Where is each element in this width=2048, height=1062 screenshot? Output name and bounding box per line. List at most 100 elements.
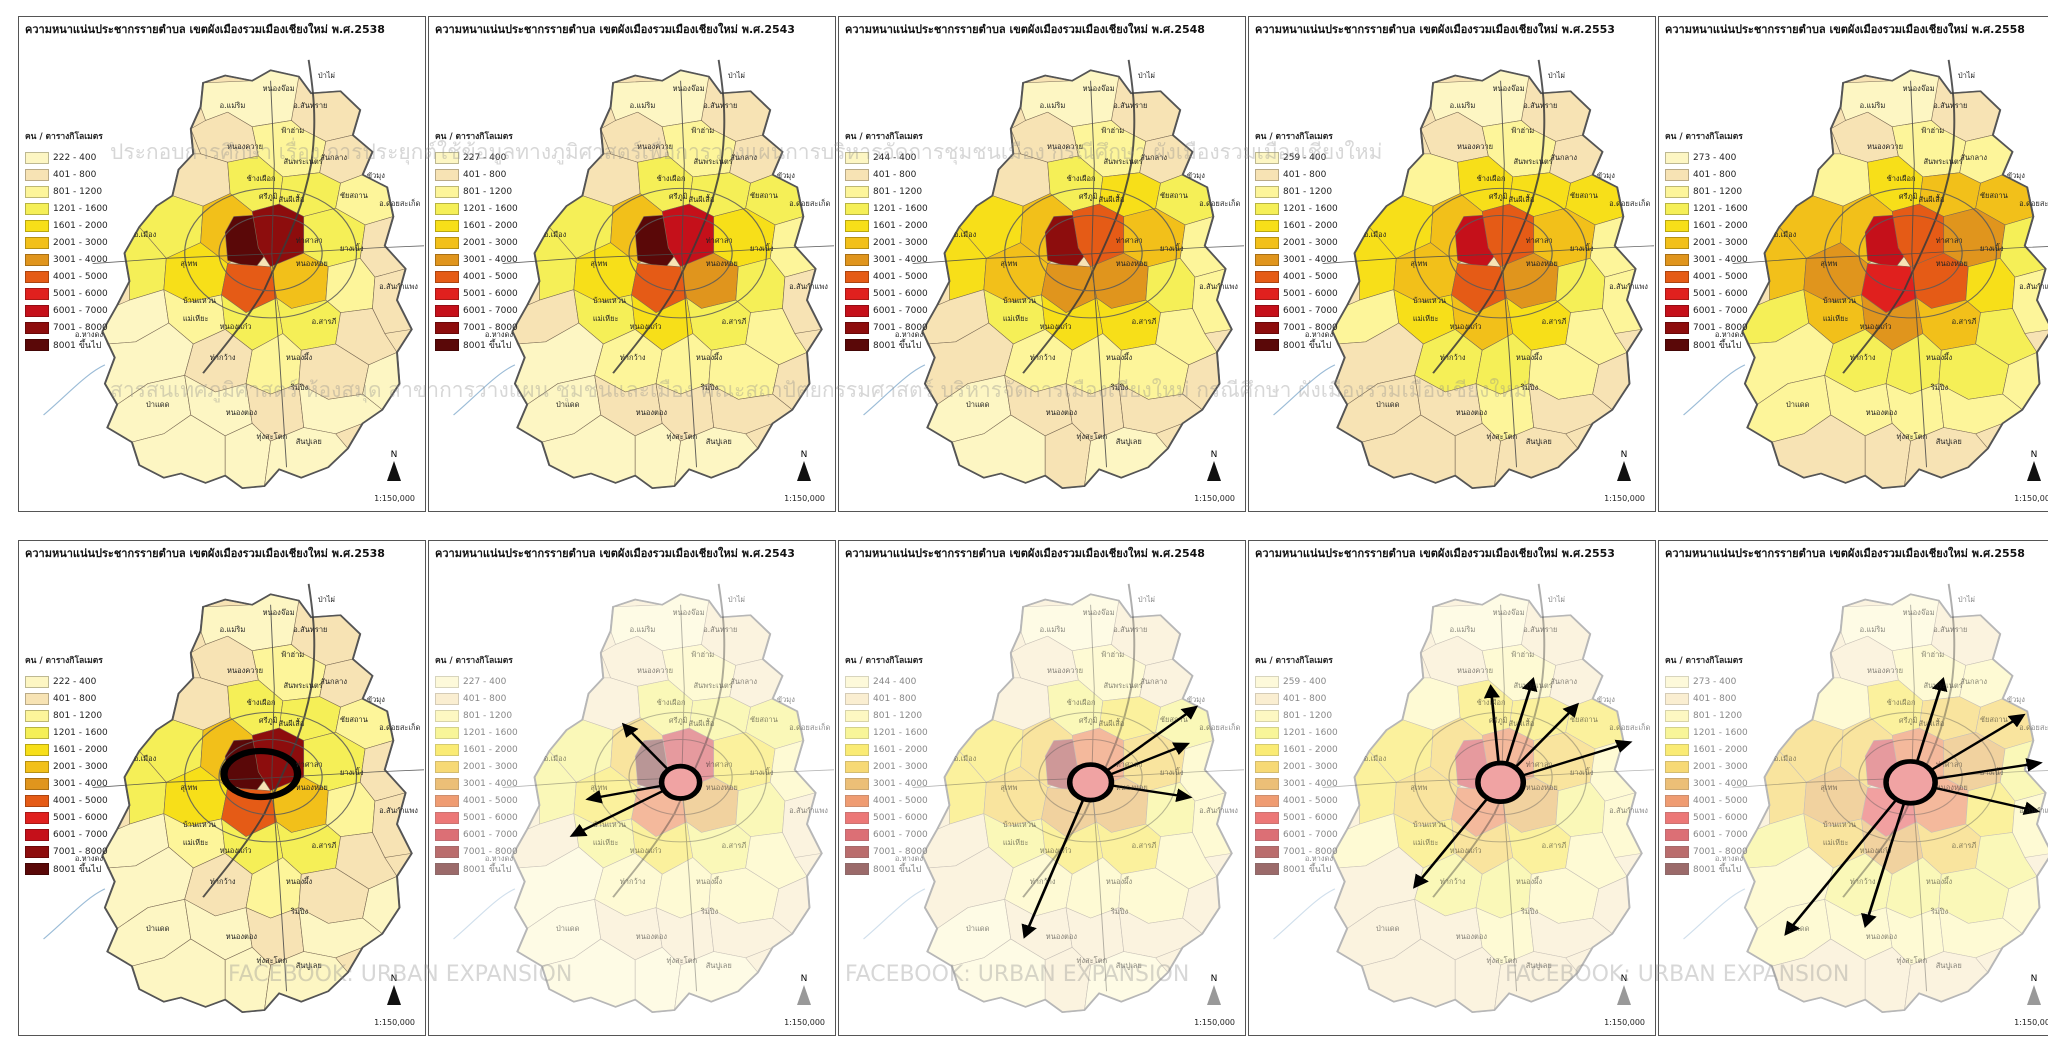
- place-label: อ.สันกำแพง: [1199, 282, 1238, 292]
- place-label: สุเทพ: [180, 259, 198, 269]
- district-zone: [1803, 766, 1868, 827]
- place-label: หนองผึ้ง: [695, 877, 723, 887]
- place-label: ยางเนิ้ง: [339, 243, 364, 253]
- legend-label: 3001 - 4000: [53, 254, 108, 265]
- legend-swatch: [1255, 794, 1279, 807]
- district-zone: [944, 750, 987, 825]
- legend-swatch: [1255, 219, 1279, 232]
- district-zone: [1451, 818, 1514, 875]
- legend-item: 8001 ขึ้นไป: [845, 336, 928, 353]
- place-label: หนองควาย: [1047, 666, 1084, 676]
- legend-swatch: [25, 794, 49, 807]
- place-label: อ.สารภี: [721, 316, 747, 326]
- legend-item: 401 - 800: [845, 690, 928, 707]
- density-map: [863, 59, 1244, 489]
- legend-label: 1601 - 2000: [1283, 220, 1338, 231]
- place-label: หนองหอย: [1935, 259, 1968, 269]
- legend-swatch: [1255, 675, 1279, 688]
- district-zone: [701, 599, 771, 666]
- place-label: อ.สารภี: [311, 316, 337, 326]
- place-label: ป่าแดด: [1786, 924, 1810, 934]
- legend-item: 801 - 1200: [25, 183, 108, 200]
- legend-swatch: [435, 760, 459, 773]
- place-label: สันกลาง: [1140, 152, 1167, 162]
- legend-label: 6001 - 7000: [873, 829, 928, 840]
- legend-swatch: [25, 270, 49, 283]
- legend-label: 8001 ขึ้นไป: [873, 340, 922, 351]
- scale-label: 1:150,000: [1604, 494, 1645, 503]
- place-label: ป่าไผ่: [1547, 595, 1565, 605]
- scale-label: 1:150,000: [374, 494, 415, 503]
- legend-swatch: [435, 862, 459, 875]
- district-zone: [1354, 750, 1397, 825]
- place-label: ทุ่งสะโตก: [666, 431, 698, 441]
- place-label: ท่ากว้าง: [1439, 353, 1466, 363]
- place-label: ริมปิง: [1930, 382, 1949, 392]
- place-label: ฟ้าฮ่าม: [691, 125, 715, 135]
- place-label: ริมปิง: [1930, 906, 1949, 916]
- place-label: หนองจ๊อม: [1082, 83, 1115, 93]
- place-label: ท่าศาลา: [705, 760, 733, 770]
- place-label: อ.ดอยสะเก็ด: [789, 722, 831, 732]
- legend-item: 227 - 400: [435, 149, 518, 166]
- place-label: สันปูเลย: [1935, 960, 1962, 970]
- legend-swatch: [435, 236, 459, 249]
- legend-item: 5001 - 6000: [1665, 285, 1748, 302]
- place-label: สันปูเลย: [1935, 436, 1962, 446]
- place-label: อ.แม่ริม: [629, 624, 656, 634]
- map-title: ความหนาแน่นประชากรรายตำบล เขตผังเมืองรวม…: [435, 23, 795, 36]
- legend-item: 2001 - 3000: [435, 758, 518, 775]
- legend-swatch: [435, 709, 459, 722]
- district-zone: [1506, 821, 1571, 875]
- place-label: สันกลาง: [320, 152, 347, 162]
- legend-label: 6001 - 7000: [873, 305, 928, 316]
- legend-label: 6001 - 7000: [463, 829, 518, 840]
- expansion-arrow: [1514, 702, 1580, 769]
- place-label: อ.สันกำแพง: [379, 282, 418, 292]
- place-label: ยางเนิ้ง: [1569, 243, 1594, 253]
- legend-label: 8001 ขึ้นไป: [463, 340, 512, 351]
- legend-item: 7001 - 8000: [435, 319, 518, 336]
- legend-swatch: [845, 692, 869, 705]
- place-label: สันปูเลย: [295, 436, 322, 446]
- district-zone: [1521, 599, 1591, 666]
- legend-swatch: [1665, 845, 1689, 858]
- expansion-arrow: [1861, 802, 1906, 929]
- legend-label: 1601 - 2000: [1693, 744, 1748, 755]
- place-label: อ.ดอยสะเก็ด: [379, 198, 421, 208]
- legend-swatch: [25, 726, 49, 739]
- scale-label: 1:150,000: [374, 1018, 415, 1027]
- district-zone: [708, 867, 780, 924]
- legend-swatch: [1665, 219, 1689, 232]
- place-label: ริมปิง: [700, 906, 719, 916]
- legend-label: 1601 - 2000: [873, 220, 928, 231]
- density-legend: คน / ตารางกิโลเมตร 259 - 400 401 - 800 801 …: [1255, 129, 1338, 353]
- legend-item: 244 - 400: [845, 673, 928, 690]
- legend-swatch: [1255, 777, 1279, 790]
- place-label: อ.สารภี: [311, 840, 337, 850]
- place-label: อ.แม่ริม: [1859, 624, 1886, 634]
- legend-label: 801 - 1200: [53, 186, 103, 197]
- legend-swatch: [435, 828, 459, 841]
- district-zone: [514, 846, 604, 929]
- legend-swatch: [25, 675, 49, 688]
- legend-item: 227 - 400: [435, 673, 518, 690]
- place-label: หนองตอง: [1045, 407, 1078, 417]
- legend-item: 1201 - 1600: [435, 724, 518, 741]
- place-label: ช้างเผือก: [1476, 173, 1506, 183]
- legend-item: 801 - 1200: [845, 183, 928, 200]
- legend-item: 1601 - 2000: [1665, 741, 1748, 758]
- district-zone: [926, 898, 1012, 967]
- district-zone: [1555, 782, 1606, 837]
- district-zone: [745, 832, 808, 890]
- legend-swatch: [845, 862, 869, 875]
- legend-label: 401 - 800: [463, 169, 507, 180]
- place-label: หนองผึ้ง: [1925, 877, 1953, 887]
- north-arrow-shape: [387, 461, 401, 481]
- place-label: หนองตอง: [1045, 931, 1078, 941]
- legend-label: 6001 - 7000: [1693, 305, 1748, 316]
- legend-label: 3001 - 4000: [873, 254, 928, 265]
- place-label: สันกลาง: [730, 152, 757, 162]
- place-label: ศรีภูมิ: [1898, 716, 1918, 726]
- legend-label: 401 - 800: [873, 169, 917, 180]
